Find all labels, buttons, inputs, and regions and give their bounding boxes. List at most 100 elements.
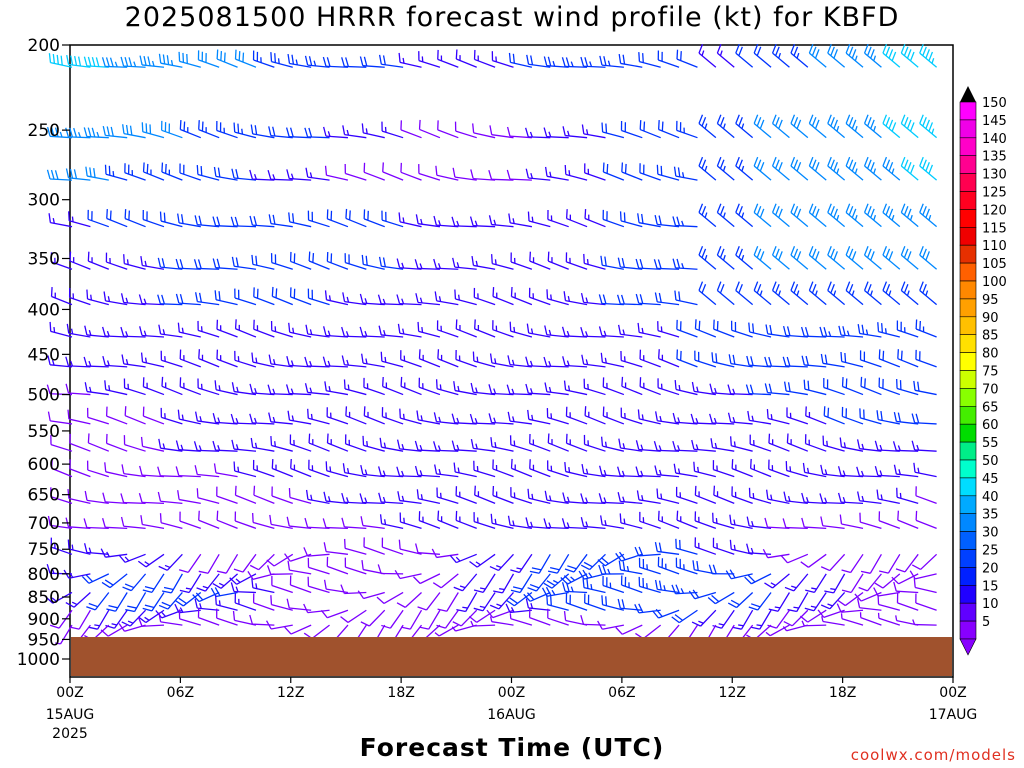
wind-barb — [547, 460, 569, 478]
wind-barb — [510, 252, 533, 270]
credit-text: coolwx.com/models — [850, 746, 1016, 764]
x-axis: 00Z 15AUG 2025 06Z 12Z 18Z 00Z 16AUG 06Z 12Z 18Z 00… — [46, 677, 977, 742]
wind-barb — [525, 356, 551, 368]
wind-barb — [394, 569, 422, 580]
wind-barb — [675, 486, 698, 504]
wind-barb — [378, 54, 404, 68]
x-tick-label: 06Z — [167, 685, 194, 701]
y-tick-label: 200 — [28, 36, 60, 56]
wind-barb — [396, 466, 422, 478]
wind-barb — [676, 510, 698, 529]
wind-barb — [900, 156, 919, 181]
wind-barb — [360, 464, 385, 478]
wind-barb — [253, 287, 275, 306]
wind-barb — [651, 608, 680, 619]
wind-barb — [562, 356, 588, 368]
wind-barb — [344, 253, 367, 270]
colorbar-label: 20 — [982, 561, 999, 576]
wind-barb — [753, 156, 772, 181]
wind-barb — [216, 553, 239, 574]
wind-barb — [620, 407, 643, 425]
wind-barb — [105, 252, 128, 270]
wind-barb — [767, 609, 790, 629]
wind-barb — [123, 378, 146, 396]
wind-barb — [436, 487, 459, 504]
wind-barb — [363, 377, 385, 396]
wind-barb — [874, 573, 901, 589]
wind-barb — [417, 321, 441, 338]
y-tick-label: 800 — [28, 565, 60, 585]
wind-barb — [505, 603, 532, 614]
wind-barb — [580, 326, 606, 338]
wind-barb — [69, 459, 91, 478]
wind-barb — [270, 595, 293, 611]
wind-barb — [397, 491, 422, 505]
wind-barb — [396, 439, 422, 452]
wind-barb — [801, 620, 827, 627]
wind-barb — [616, 294, 643, 306]
y-tick-label: 450 — [28, 345, 60, 365]
wind-barb — [160, 350, 183, 368]
wind-barb — [820, 464, 845, 478]
wind-barb — [893, 412, 919, 425]
wind-barb — [747, 410, 772, 425]
colorbar-swatch — [959, 280, 977, 300]
wind-barb — [137, 609, 165, 624]
wind-barb — [601, 595, 625, 611]
wind-barb — [344, 434, 367, 452]
colorbar-swatch — [959, 405, 977, 425]
wind-barb — [750, 609, 772, 630]
colorbar-swatch — [959, 191, 977, 210]
wind-barb — [400, 350, 422, 368]
wind-barb — [837, 466, 864, 478]
wind-barb — [620, 120, 643, 139]
x-tick-label: 18Z — [387, 685, 414, 701]
wind-barb — [100, 624, 128, 637]
wind-barb — [159, 513, 183, 529]
wind-barb — [859, 612, 882, 626]
wind-barb — [620, 350, 643, 368]
wind-barb — [863, 114, 882, 139]
chart-title: 2025081500 HRRR forecast wind profile (k… — [124, 2, 900, 33]
wind-barb — [617, 324, 643, 338]
wind-barb — [197, 320, 220, 338]
y-tick-label: 500 — [28, 386, 60, 406]
wind-barb — [453, 462, 477, 478]
wind-barb — [765, 624, 790, 637]
wind-barb — [527, 409, 551, 425]
colorbar-label: 110 — [982, 239, 1007, 254]
wind-barb — [694, 350, 717, 368]
wind-barb — [435, 379, 459, 396]
wind-barb — [455, 350, 477, 368]
wind-barb — [378, 492, 404, 505]
wind-barb — [363, 162, 385, 181]
wind-barb — [345, 406, 367, 425]
wind-barb — [863, 246, 882, 270]
wind-barb — [841, 553, 864, 574]
colorbar-label: 135 — [982, 150, 1007, 165]
wind-barb — [808, 203, 827, 228]
wind-barb — [433, 441, 459, 452]
wind-barb — [768, 592, 790, 612]
wind-barb — [745, 384, 772, 396]
wind-barb — [323, 491, 349, 505]
colorbar-swatch — [959, 388, 977, 407]
wind-barb — [713, 319, 735, 338]
wind-barb — [600, 515, 624, 529]
wind-barb — [379, 437, 404, 452]
wind-barb — [676, 120, 698, 139]
colorbar-label: 30 — [982, 526, 999, 541]
wind-barb — [673, 463, 698, 478]
wind-barb — [142, 162, 165, 181]
wind-barb — [120, 56, 146, 68]
wind-barb — [527, 488, 551, 504]
x-tick-label: 12Z — [719, 685, 746, 701]
wind-barb — [671, 609, 698, 624]
wind-barb — [688, 589, 717, 600]
wind-barb — [671, 584, 698, 595]
wind-barb — [489, 353, 514, 368]
wind-barb — [672, 258, 698, 270]
wind-barb — [341, 326, 367, 338]
wind-barb — [65, 168, 91, 181]
wind-barb — [698, 156, 717, 181]
